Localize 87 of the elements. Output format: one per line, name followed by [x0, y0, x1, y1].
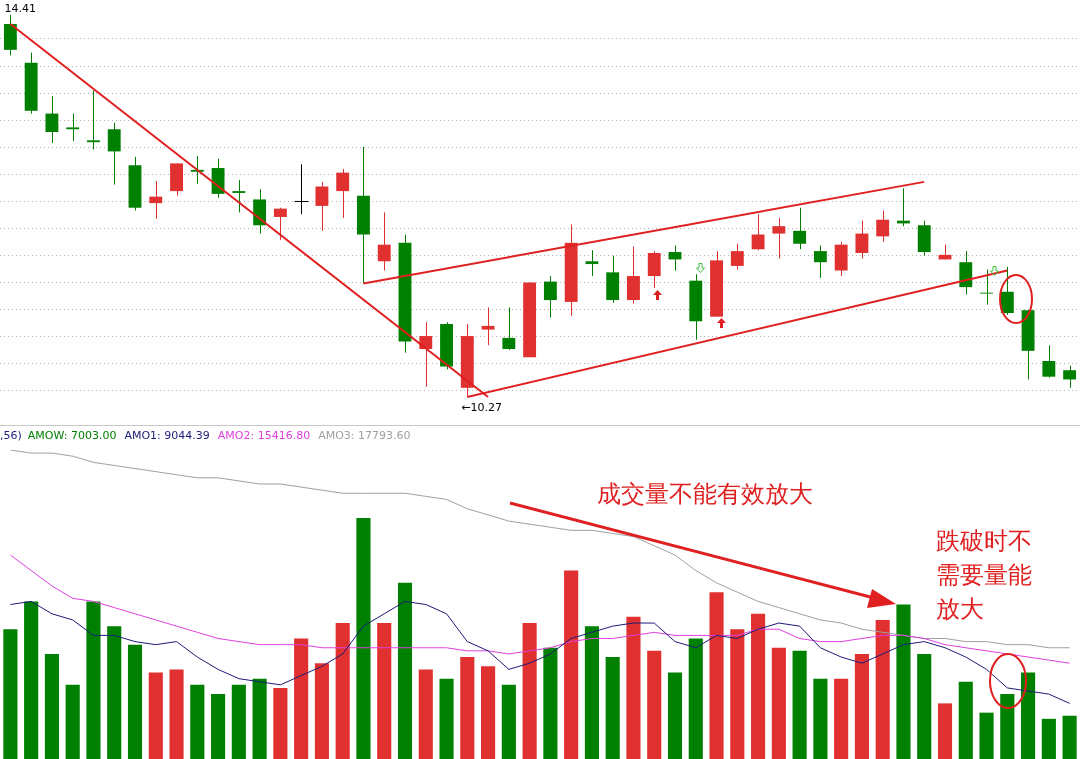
- bar: [543, 647, 558, 759]
- bar: [854, 653, 869, 759]
- bar: [709, 592, 724, 759]
- bar: [584, 626, 599, 759]
- bar: [501, 684, 516, 759]
- candlestick: [772, 217, 786, 260]
- bar: [626, 616, 641, 759]
- candlestick: [751, 213, 765, 251]
- annotation: 跌破时不需要量能放大: [936, 526, 1033, 625]
- bar: [377, 623, 392, 759]
- bar: [958, 681, 973, 759]
- bar: [688, 638, 703, 759]
- bar: [356, 517, 371, 759]
- candlestick: [855, 220, 869, 260]
- bar: [86, 601, 101, 759]
- annotation: 成交量不能有效放大: [597, 479, 813, 510]
- bar: [169, 669, 184, 759]
- candlestick: [87, 89, 100, 151]
- bar: [439, 678, 454, 759]
- candlestick: [1063, 365, 1077, 389]
- bar: [647, 650, 662, 759]
- candlestick: [730, 243, 744, 271]
- bar: [896, 604, 911, 759]
- candlestick: [377, 211, 391, 272]
- candlestick: [107, 122, 121, 186]
- bar: [190, 684, 205, 759]
- candlestick: [502, 306, 516, 351]
- candlestick: [149, 180, 163, 220]
- candlestick: [481, 306, 495, 346]
- text: AMO1: 9044.39: [124, 429, 210, 442]
- bar: [24, 601, 39, 759]
- candlestick: [45, 95, 59, 144]
- bar: [294, 638, 309, 759]
- bar: [273, 687, 288, 759]
- bar: [44, 653, 59, 759]
- bar: [522, 623, 537, 759]
- text: AMO2: 15416.80: [217, 429, 311, 442]
- candlestick: [647, 250, 661, 289]
- bar: [875, 619, 890, 759]
- bar: [231, 684, 246, 759]
- bar: [667, 672, 683, 759]
- bar: [564, 570, 579, 759]
- bar: [314, 663, 329, 759]
- bar: [937, 703, 953, 759]
- bar: [917, 653, 932, 759]
- candlestick: [813, 245, 827, 279]
- candlestick: [876, 210, 890, 243]
- candlestick: [585, 249, 599, 277]
- candlestick: [273, 207, 287, 241]
- bar: [107, 626, 122, 759]
- text: ←10.27: [461, 401, 503, 414]
- bar: [1000, 694, 1015, 759]
- bar: [335, 623, 350, 759]
- candlestick: [294, 163, 309, 215]
- text: AMOW: 7003.00: [27, 429, 117, 442]
- candlestick: [543, 275, 557, 319]
- bar: [460, 657, 475, 759]
- candlestick: [336, 168, 350, 219]
- bar: [813, 678, 828, 759]
- bar: [148, 672, 163, 759]
- candlestick: [232, 179, 246, 213]
- bar: [792, 650, 807, 759]
- bar: [481, 666, 496, 759]
- bar: [418, 669, 433, 759]
- bar: [1041, 718, 1056, 759]
- bar: [834, 678, 849, 759]
- text: AMO3: 17793.60: [318, 429, 411, 442]
- bar: [252, 678, 267, 759]
- candlestick: [793, 207, 807, 250]
- bar: [751, 613, 766, 759]
- candlestick: [315, 181, 329, 232]
- candlestick: [419, 321, 433, 388]
- bar: [211, 694, 226, 759]
- bar: [1062, 715, 1077, 759]
- candlestick: [1042, 344, 1056, 379]
- candlestick: [66, 113, 80, 142]
- bar: [605, 657, 620, 759]
- annotation: 14.41: [4, 2, 36, 15]
- text: ,56): [0, 429, 22, 442]
- bar: [771, 647, 786, 759]
- bar: [127, 644, 143, 759]
- bar: [65, 684, 80, 759]
- bar: [979, 712, 994, 759]
- bar: [730, 629, 745, 759]
- bar: [397, 582, 413, 759]
- bar: [3, 629, 18, 759]
- bar: [1021, 672, 1036, 759]
